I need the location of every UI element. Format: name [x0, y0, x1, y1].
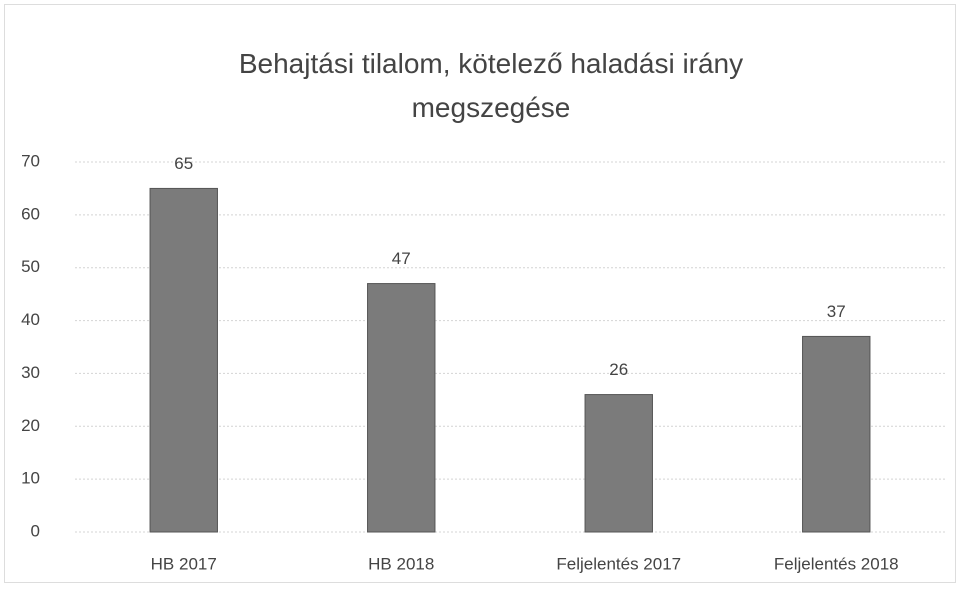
- x-tick-label: Feljelentés 2017: [556, 554, 681, 573]
- y-tick-label: 60: [21, 204, 40, 223]
- x-tick-label: HB 2018: [368, 554, 434, 573]
- data-label: 26: [609, 360, 628, 379]
- bar: [149, 187, 218, 533]
- data-label: 47: [392, 249, 411, 268]
- y-tick-label: 30: [21, 363, 40, 382]
- chart-title: Behajtási tilalom, kötelező haladási irá…: [238, 48, 744, 123]
- x-tick-label: HB 2017: [151, 554, 217, 573]
- bar: [802, 335, 871, 533]
- y-tick-label: 0: [31, 521, 40, 540]
- x-tick-label: Feljelentés 2018: [774, 554, 899, 573]
- y-tick-label: 50: [21, 257, 40, 276]
- bar: [584, 394, 653, 533]
- data-label: 65: [174, 154, 193, 173]
- data-label: 37: [827, 302, 846, 321]
- y-tick-label: 10: [21, 469, 40, 488]
- bar: [367, 283, 436, 533]
- y-tick-label: 70: [21, 151, 40, 170]
- y-tick-label: 40: [21, 310, 40, 329]
- y-tick-label: 20: [21, 416, 40, 435]
- chart-frame: [4, 4, 956, 583]
